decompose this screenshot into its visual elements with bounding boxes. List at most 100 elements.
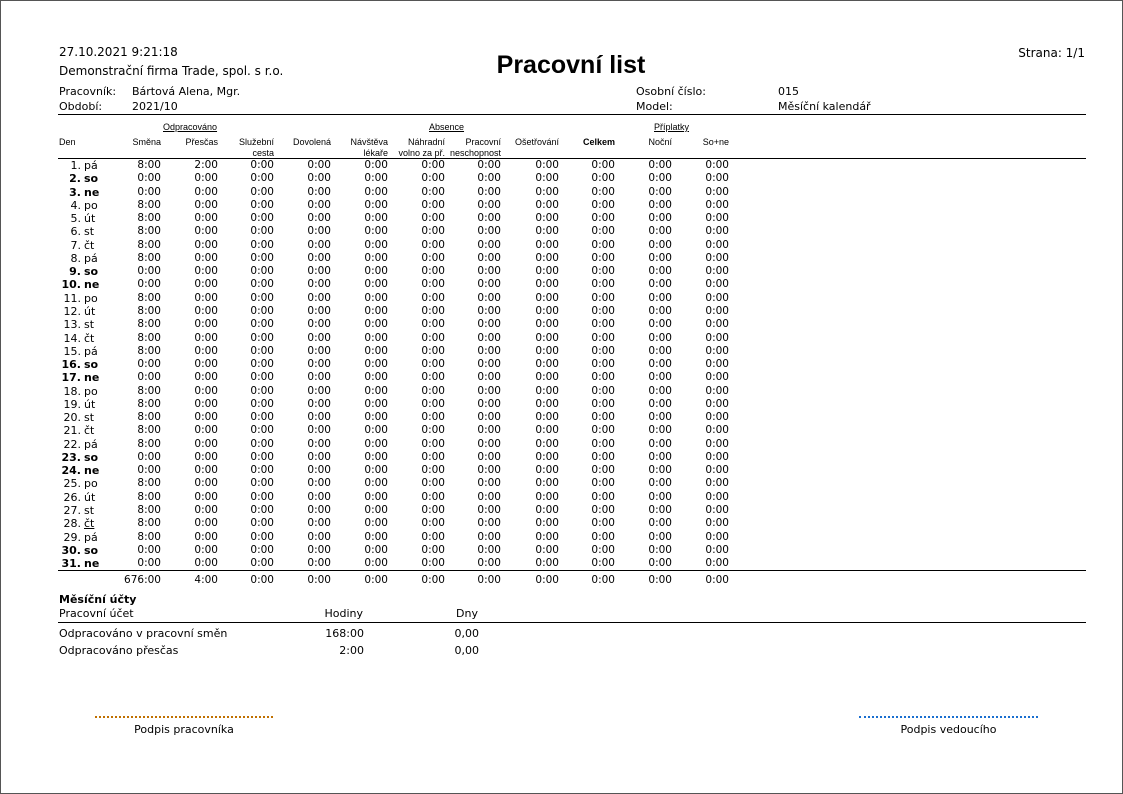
table-cell: 0:00 — [307, 185, 331, 198]
column-header: So+ne — [659, 137, 729, 148]
table-cell: 0:00 — [535, 530, 559, 543]
table-cell: 8:00 — [137, 397, 161, 410]
day-number: 18. — [63, 384, 82, 398]
table-cell: 0:00 — [194, 530, 218, 543]
accounts-col-hours: Hodiny — [324, 607, 363, 620]
table-cell: 0:00 — [477, 504, 501, 517]
table-cell: 0:00 — [137, 358, 161, 371]
table-cell: 0:00 — [307, 477, 331, 490]
table-cell: 0:00 — [194, 437, 218, 450]
table-cell: 0:00 — [307, 411, 331, 424]
table-cell: 0:00 — [364, 238, 388, 251]
column-header-line1: Noční — [648, 137, 672, 147]
table-cell: 0:00 — [477, 557, 501, 570]
table-cell: 0:00 — [250, 358, 274, 371]
table-cell: 0:00 — [250, 225, 274, 238]
totals-divider — [58, 570, 1086, 571]
weekday: pá — [84, 437, 98, 451]
column-header: Ošetřování — [489, 137, 559, 148]
table-cell: 0:00 — [307, 424, 331, 437]
table-cell: 0:00 — [477, 450, 501, 463]
table-cell: 0:00 — [421, 543, 445, 556]
account-name: Odpracováno přesčas — [59, 644, 179, 657]
column-header: Pracovní neschopnost — [431, 137, 501, 159]
day-number: 20. — [63, 411, 82, 425]
table-cell: 0:00 — [250, 450, 274, 463]
table-cell: 0:00 — [364, 397, 388, 410]
column-header-line1: Služební — [238, 137, 274, 147]
table-cell: 0:00 — [137, 450, 161, 463]
table-cell: 0:00 — [591, 212, 615, 225]
table-cell: 0:00 — [421, 450, 445, 463]
table-cell: 0:00 — [591, 238, 615, 251]
table-cell: 0:00 — [421, 557, 445, 570]
table-cell: 0:00 — [535, 543, 559, 556]
column-header-line1: Náhradní — [407, 137, 445, 147]
table-cell: 0:00 — [648, 344, 672, 357]
table-cell: 0:00 — [705, 225, 729, 238]
table-cell: 0:00 — [648, 172, 672, 185]
table-cell: 8:00 — [137, 344, 161, 357]
total-cell: 0:00 — [591, 574, 615, 586]
table-cell: 0:00 — [477, 384, 501, 397]
table-cell: 0:00 — [705, 371, 729, 384]
account-name: Odpracováno v pracovní směn — [59, 627, 228, 640]
table-cell: 0:00 — [648, 517, 672, 530]
day-number: 12. — [63, 304, 82, 318]
table-cell: 0:00 — [477, 318, 501, 331]
table-cell: 0:00 — [137, 371, 161, 384]
table-cell: 0:00 — [648, 265, 672, 278]
column-header: Služební cesta — [204, 137, 274, 159]
table-cell: 0:00 — [421, 530, 445, 543]
day-number: 30. — [61, 543, 82, 557]
table-cell: 0:00 — [705, 278, 729, 291]
table-cell: 0:00 — [421, 437, 445, 450]
table-cell: 0:00 — [477, 477, 501, 490]
table-cell: 0:00 — [648, 464, 672, 477]
table-cell: 0:00 — [705, 172, 729, 185]
table-cell: 0:00 — [250, 543, 274, 556]
table-cell: 0:00 — [137, 543, 161, 556]
weekday: po — [84, 384, 98, 398]
table-cell: 8:00 — [137, 291, 161, 304]
column-header-line1: Směna — [132, 137, 161, 147]
column-header-line1: Přesčas — [185, 137, 218, 147]
table-cell: 0:00 — [535, 477, 559, 490]
weekday: út — [84, 304, 96, 318]
period-value: 2021/10 — [132, 100, 178, 113]
table-cell: 0:00 — [194, 477, 218, 490]
weekday: ne — [84, 557, 100, 571]
table-cell: 0:00 — [250, 530, 274, 543]
table-cell: 0:00 — [705, 464, 729, 477]
table-cell: 0:00 — [194, 464, 218, 477]
table-cell: 0:00 — [591, 185, 615, 198]
table-cell: 0:00 — [194, 490, 218, 503]
weekday: út — [84, 212, 96, 226]
table-cell: 0:00 — [250, 384, 274, 397]
table-cell: 0:00 — [648, 543, 672, 556]
table-cell: 0:00 — [307, 384, 331, 397]
table-cell: 0:00 — [307, 371, 331, 384]
table-cell: 0:00 — [364, 251, 388, 264]
company-name: Demonstrační firma Trade, spol. s r.o. — [59, 64, 284, 78]
table-cell: 0:00 — [648, 530, 672, 543]
table-cell: 8:00 — [137, 530, 161, 543]
weekday: st — [84, 504, 95, 518]
table-cell: 0:00 — [137, 557, 161, 570]
column-header-line1: Celkem — [582, 137, 615, 147]
table-cell: 0:00 — [591, 304, 615, 317]
total-cell: 0:00 — [535, 574, 559, 586]
table-cell: 0:00 — [250, 291, 274, 304]
table-cell: 0:00 — [705, 437, 729, 450]
table-cell: 0:00 — [535, 172, 559, 185]
table-cell: 0:00 — [477, 437, 501, 450]
table-cell: 0:00 — [364, 371, 388, 384]
table-cell: 0:00 — [137, 172, 161, 185]
table-cell: 0:00 — [535, 251, 559, 264]
table-cell: 0:00 — [705, 397, 729, 410]
table-cell: 0:00 — [591, 198, 615, 211]
weekday: po — [84, 477, 98, 491]
total-cell: 0:00 — [307, 574, 331, 586]
table-cell: 0:00 — [705, 212, 729, 225]
table-cell: 0:00 — [648, 490, 672, 503]
